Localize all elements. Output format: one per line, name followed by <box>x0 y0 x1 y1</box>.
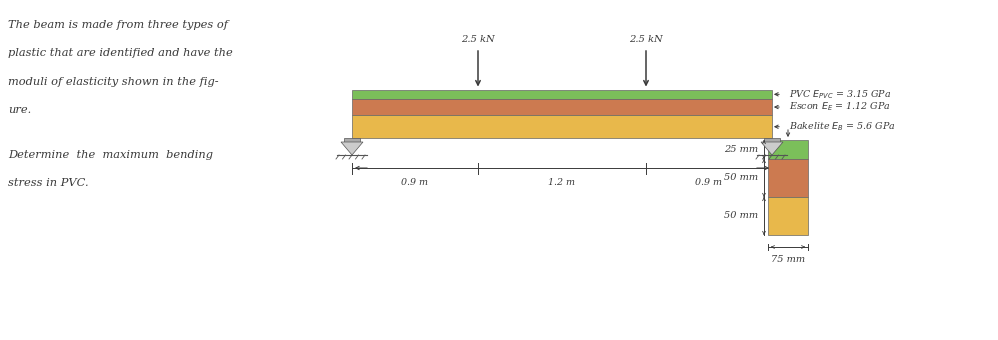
Text: ure.: ure. <box>8 105 31 116</box>
Text: 75 mm: 75 mm <box>770 255 805 264</box>
Text: 1.2 m: 1.2 m <box>549 178 576 187</box>
Text: 0.9 m: 0.9 m <box>401 178 428 187</box>
Text: Bakelite $E_{\mathit{B}}$ = 5.6 GPa: Bakelite $E_{\mathit{B}}$ = 5.6 GPa <box>789 120 895 133</box>
Text: 2.5 kN: 2.5 kN <box>629 35 663 44</box>
Bar <box>352 116 772 138</box>
Text: Determine  the  maximum  bending: Determine the maximum bending <box>8 150 213 160</box>
Text: 2.5 kN: 2.5 kN <box>461 35 495 44</box>
Bar <box>768 159 808 197</box>
Text: 25 mm: 25 mm <box>724 145 758 154</box>
Text: PVC $E_{\mathit{PVC}}$ = 3.15 GPa: PVC $E_{\mathit{PVC}}$ = 3.15 GPa <box>789 88 891 101</box>
Bar <box>352 90 772 99</box>
Bar <box>352 99 772 116</box>
Text: The beam is made from three types of: The beam is made from three types of <box>8 20 228 30</box>
Text: 0.9 m: 0.9 m <box>696 178 723 187</box>
Polygon shape <box>761 142 783 155</box>
Text: 50 mm: 50 mm <box>724 173 758 183</box>
Bar <box>768 197 808 235</box>
Text: Escon $E_{\mathit{E}}$ = 1.12 GPa: Escon $E_{\mathit{E}}$ = 1.12 GPa <box>789 101 891 113</box>
Text: moduli of elasticity shown in the fig-: moduli of elasticity shown in the fig- <box>8 77 219 87</box>
Bar <box>768 140 808 159</box>
Bar <box>344 138 360 142</box>
Text: stress in PVC.: stress in PVC. <box>8 178 89 188</box>
Bar <box>764 138 780 142</box>
Text: plastic that are identified and have the: plastic that are identified and have the <box>8 49 233 58</box>
Text: 50 mm: 50 mm <box>724 211 758 221</box>
Polygon shape <box>341 142 363 155</box>
